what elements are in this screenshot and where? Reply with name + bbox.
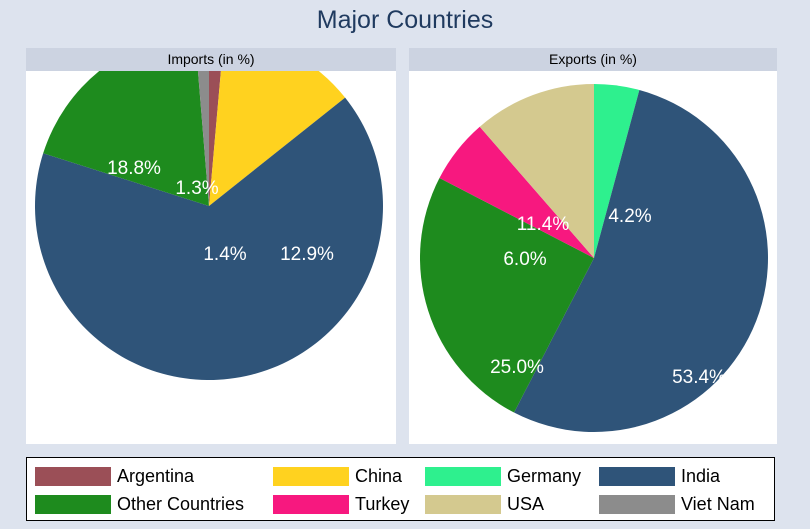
legend-item-germany: Germany: [425, 465, 581, 487]
pie-label-china: 12.9%: [280, 244, 334, 265]
legend-label: Viet Nam: [681, 493, 755, 514]
legend-item-argentina: Argentina: [35, 465, 194, 487]
pie-label-germany: 4.2%: [608, 206, 651, 227]
legend-label: Other Countries: [117, 493, 245, 514]
legend-swatch: [273, 494, 349, 514]
pie-slice-other-countries: [420, 178, 594, 413]
legend-item-usa: USA: [425, 493, 544, 515]
legend-swatch: [35, 494, 111, 514]
pie-label-other-countries: 18.8%: [107, 158, 161, 179]
pie-slice-germany: [594, 84, 640, 258]
pie-label-usa: 11.4%: [517, 214, 570, 235]
imports-panel-title: Imports (in %): [26, 48, 396, 71]
pie-slice-india: [34, 97, 384, 381]
exports-pie: 4.2% 53.4% 25.0% 6.0% 11.4%: [420, 84, 768, 432]
pie-label-viet-nam: 1.3%: [175, 178, 218, 199]
legend-label: Germany: [507, 465, 582, 486]
legend-swatch: [599, 494, 675, 514]
pie-slice-turkey: [439, 126, 594, 259]
pie-label-other-countries: 25.0%: [490, 357, 544, 378]
pie-slice-usa: [479, 84, 594, 258]
exports-panel-title: Exports (in %): [409, 48, 777, 71]
legend-label: Argentina: [117, 465, 195, 486]
imports-pie: 1.4%12.9%65.6%18.8%1.3%: [34, 71, 384, 381]
pie-slice-other-countries: [43, 71, 209, 206]
pie-label-india: 53.4%: [672, 367, 726, 388]
pie-label-turkey: 6.0%: [503, 249, 546, 270]
legend-item-viet-nam: Viet Nam: [599, 493, 755, 515]
imports-panel: Imports (in %) 1.4%12.9%65.6%18.8%1.3%: [26, 48, 396, 444]
legend-swatch: [35, 466, 111, 486]
legend-label: USA: [507, 493, 545, 514]
legend: Argentina China Germany India Other Countrie…: [26, 457, 775, 521]
legend-swatch: [425, 494, 501, 514]
legend-label: China: [355, 465, 403, 486]
legend-label: Turkey: [355, 493, 410, 514]
legend-item-india: India: [599, 465, 720, 487]
legend-swatch: [425, 466, 501, 486]
legend-swatch: [599, 466, 675, 486]
legend-swatch: [273, 466, 349, 486]
pie-label-argentina: 1.4%: [203, 244, 246, 265]
chart-title: Major Countries: [316, 6, 494, 34]
pie-slice-argentina: [209, 71, 221, 206]
legend-label: India: [681, 465, 721, 486]
pie-slice-china: [209, 71, 346, 206]
pie-slice-viet-nam: [197, 71, 209, 206]
legend-item-china: China: [273, 465, 402, 487]
exports-panel: Exports (in %) 4.2% 53.4% 25.0% 6.0% 11.4%: [409, 48, 777, 444]
pie-slice-india: [514, 90, 768, 432]
legend-item-other-countries: Other Countries: [35, 493, 244, 515]
legend-item-turkey: Turkey: [273, 493, 409, 515]
